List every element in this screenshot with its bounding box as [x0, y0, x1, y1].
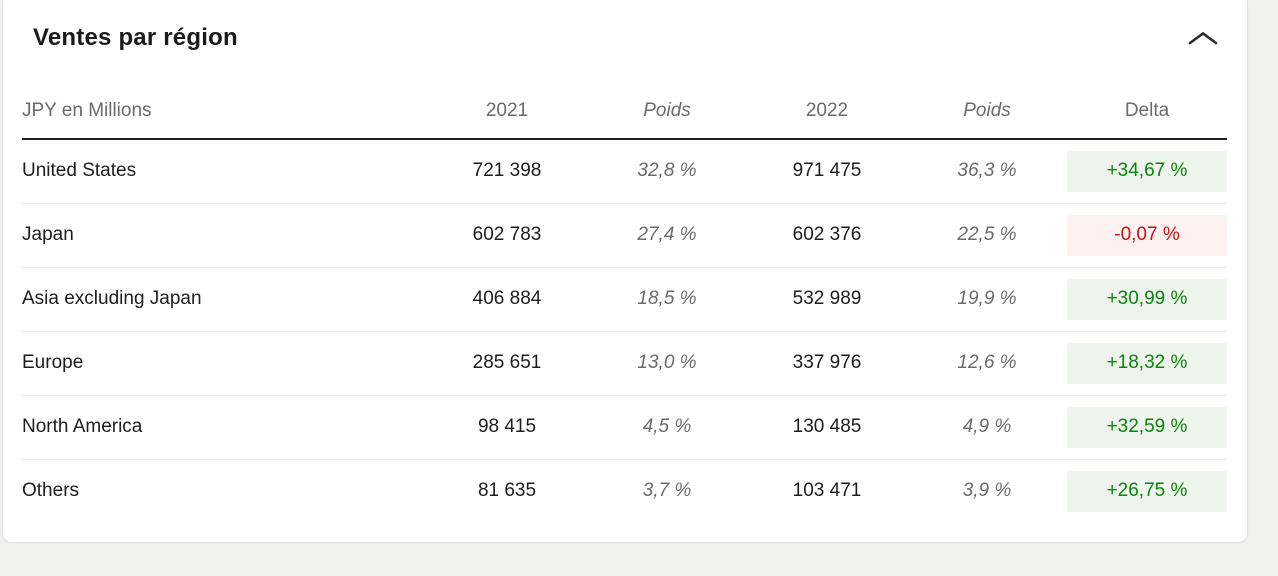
- page-title: Ventes par région: [33, 24, 238, 51]
- weight-2021-value: 32,8 %: [587, 139, 747, 204]
- sales-2022-value: 130 485: [747, 395, 907, 460]
- weight-2022-value: 12,6 %: [907, 331, 1067, 396]
- collapse-button[interactable]: [1181, 24, 1225, 52]
- column-header-unit: JPY en Millions: [22, 83, 427, 140]
- ventes-par-region-card: Ventes par région JPY en Millions 2021 P…: [2, 0, 1248, 543]
- column-header-2021: 2021: [427, 83, 587, 140]
- weight-2022-value: 4,9 %: [907, 395, 1067, 460]
- table-header-row: JPY en Millions 2021 Poids 2022 Poids De…: [22, 83, 1227, 140]
- card-header: Ventes par région: [3, 0, 1247, 83]
- region-label: North America: [22, 395, 427, 460]
- column-header-poids-2022: Poids: [907, 83, 1067, 140]
- region-label: United States: [22, 139, 427, 204]
- region-label: Japan: [22, 203, 427, 268]
- weight-2021-value: 13,0 %: [587, 331, 747, 396]
- delta-badge: -0,07 %: [1067, 214, 1227, 256]
- table-row: Asia excluding Japan 406 884 18,5 % 532 …: [22, 267, 1227, 332]
- table-row: Others 81 635 3,7 % 103 471 3,9 % +26,75…: [22, 459, 1227, 523]
- weight-2021-value: 3,7 %: [642, 480, 692, 502]
- weight-2021-value: 27,4 %: [587, 203, 747, 268]
- sales-2021-value: 602 783: [427, 203, 587, 268]
- weight-2021-value: 18,5 %: [587, 267, 747, 332]
- sales-2022-value: 103 471: [792, 480, 862, 502]
- weight-2022-value: 19,9 %: [907, 267, 1067, 332]
- weight-2022-value: 36,3 %: [907, 139, 1067, 204]
- weight-2022-value: 3,9 %: [962, 480, 1012, 502]
- sales-by-region-table: JPY en Millions 2021 Poids 2022 Poids De…: [22, 83, 1227, 523]
- delta-badge: +34,67 %: [1067, 150, 1227, 192]
- chevron-up-icon: [1187, 31, 1219, 49]
- column-header-delta: Delta: [1067, 83, 1227, 140]
- sales-2021-value: 81 635: [477, 480, 537, 502]
- region-label: Asia excluding Japan: [22, 267, 427, 332]
- region-label: Others: [22, 480, 80, 502]
- table-row: United States 721 398 32,8 % 971 475 36,…: [22, 139, 1227, 204]
- weight-2022-value: 22,5 %: [907, 203, 1067, 268]
- region-label: Europe: [22, 331, 427, 396]
- delta-badge: +32,59 %: [1067, 406, 1227, 448]
- table-row: Europe 285 651 13,0 % 337 976 12,6 % +18…: [22, 331, 1227, 396]
- column-header-poids-2021: Poids: [587, 83, 747, 140]
- column-header-2022: 2022: [747, 83, 907, 140]
- delta-badge: +18,32 %: [1067, 342, 1227, 384]
- table-row: Japan 602 783 27,4 % 602 376 22,5 % -0,0…: [22, 203, 1227, 268]
- sales-2021-value: 285 651: [427, 331, 587, 396]
- weight-2021-value: 4,5 %: [587, 395, 747, 460]
- sales-2021-value: 406 884: [427, 267, 587, 332]
- delta-badge: +26,75 %: [1067, 470, 1227, 512]
- sales-2021-value: 98 415: [427, 395, 587, 460]
- table-row: North America 98 415 4,5 % 130 485 4,9 %…: [22, 395, 1227, 460]
- sales-2022-value: 602 376: [747, 203, 907, 268]
- sales-2022-value: 337 976: [747, 331, 907, 396]
- sales-2021-value: 721 398: [427, 139, 587, 204]
- sales-2022-value: 532 989: [747, 267, 907, 332]
- delta-badge: +30,99 %: [1067, 278, 1227, 320]
- sales-2022-value: 971 475: [747, 139, 907, 204]
